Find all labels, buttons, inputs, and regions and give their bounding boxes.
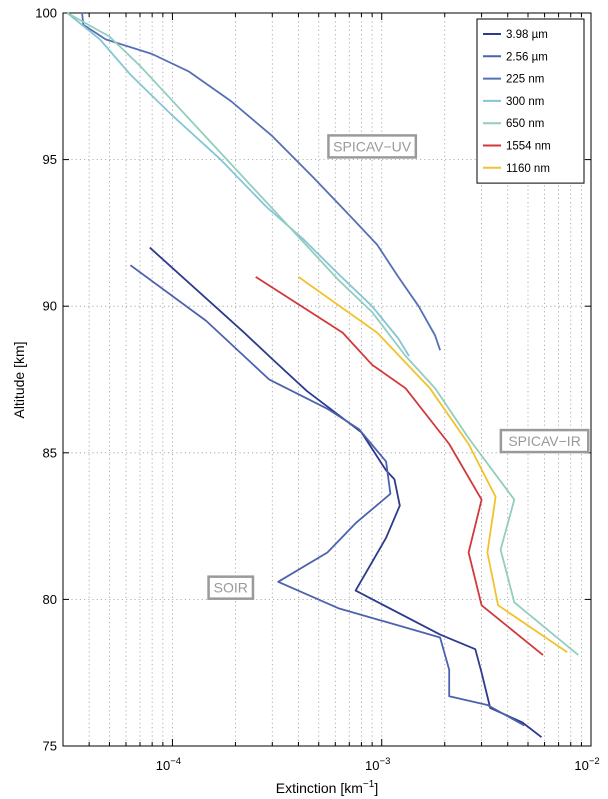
annotation-box [207,575,255,600]
axis-ticks: 75 80 85 90 95 100 10−4 10−3 10−2 [35,6,599,774]
annotation-box [499,428,590,454]
series-line-4 [66,12,410,357]
legend-label: 650 nm [506,118,544,130]
y-tick-label: 80 [43,592,57,607]
legend-label: 1554 nm [506,141,551,153]
legend-label: 1160 nm [506,163,550,175]
legend: 3.98 µm 2.56 µm 225 nm 300 nm 650 nm 1554 nm 1… [476,18,585,184]
series-line-3 [81,12,441,351]
annotations: SPICAV−UV SPICAV−IR SOIR [207,134,590,600]
plot-frame [62,12,592,747]
series-line-7 [297,276,568,653]
series-line-6 [255,276,544,656]
legend-label: 3.98 µm [506,29,548,41]
legend-label: 2.56 µm [506,51,548,63]
legend-label: 300 nm [506,96,544,108]
y-tick-label: 75 [43,739,57,754]
y-axis-title: Altitude [km] [11,341,27,418]
series-line-1 [149,246,543,738]
series-lines [66,12,579,738]
series-line-5 [66,12,579,656]
x-tick-label: 10−3 [365,756,390,773]
x-tick-label: 10−4 [156,756,181,773]
y-tick-label: 95 [43,152,57,167]
annotation-label: SOIR [214,580,248,596]
series-line-2 [129,264,525,727]
y-tick-label: 100 [35,6,57,21]
y-tick-label: 85 [43,445,57,460]
annotation-box [327,134,418,159]
annotation-label: SPICAV−UV [333,138,412,154]
y-tick-label: 90 [43,299,57,314]
legend-label: 225 nm [506,74,544,86]
annotation-label: SPICAV−IR [508,433,581,449]
x-tick-label: 10−2 [574,756,599,773]
x-axis-title: Extinction [km−1] [276,779,378,796]
